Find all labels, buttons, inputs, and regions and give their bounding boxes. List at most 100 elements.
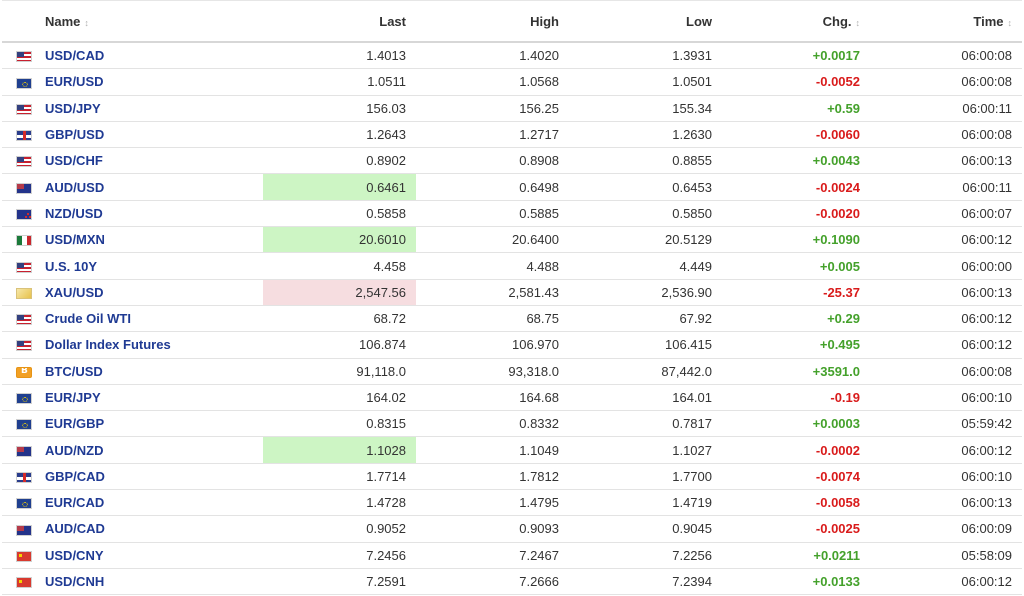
name-cell: USD/CHF	[35, 147, 263, 175]
name-cell: AUD/NZD	[35, 436, 263, 464]
instrument-link[interactable]: U.S. 10Y	[45, 258, 98, 274]
flag-cell	[2, 384, 35, 412]
cn-flag-icon	[16, 577, 32, 589]
table-row[interactable]: USD/JPY 156.03 156.25 155.34 +0.59 06:00:11	[2, 95, 1022, 122]
last-cell: 1.2643	[263, 121, 416, 149]
instrument-link[interactable]: EUR/JPY	[45, 390, 101, 405]
instrument-link[interactable]: EUR/USD	[45, 74, 104, 90]
high-cell: 68.75	[416, 305, 569, 333]
instrument-link[interactable]: GBP/USD	[45, 127, 105, 143]
instrument-link[interactable]: USD/CHF	[45, 153, 103, 169]
time-cell: 06:00:12	[870, 436, 1022, 464]
flag-cell	[2, 121, 35, 149]
table-row[interactable]: USD/CAD 1.4013 1.4020 1.3931 +0.0017 06:00:08	[2, 42, 1022, 70]
last-cell: 1.4728	[263, 489, 416, 517]
instrument-link[interactable]: AUD/CAD	[45, 521, 105, 537]
flag-cell	[2, 568, 35, 596]
time-cell: 06:00:08	[870, 358, 1022, 385]
last-cell: 106.874	[263, 331, 416, 359]
flag-cell	[2, 358, 35, 385]
table-row[interactable]: AUD/NZD 1.1028 1.1049 1.1027 -0.0002 06:00:12	[2, 436, 1022, 464]
au-flag-icon	[16, 445, 32, 457]
low-cell: 7.2394	[569, 568, 722, 596]
name-cell: NZD/USD	[35, 200, 263, 228]
table-row[interactable]: Crude Oil WTI 68.72 68.75 67.92 +0.29 06:00:1…	[2, 305, 1022, 333]
time-cell: 06:00:07	[870, 200, 1022, 228]
change-cell: +0.0043	[722, 147, 870, 175]
table-row[interactable]: EUR/CAD 1.4728 1.4795 1.4719 -0.0058 06:00:13	[2, 489, 1022, 517]
instrument-link[interactable]: NZD/USD	[45, 205, 103, 221]
instrument-link[interactable]: AUD/USD	[45, 179, 105, 195]
time-cell: 06:00:12	[870, 305, 1022, 333]
table-row[interactable]: GBP/CAD 1.7714 1.7812 1.7700 -0.0074 06:00:10	[2, 463, 1022, 491]
name-column-header[interactable]: Name ↕	[35, 0, 263, 43]
instrument-link[interactable]: AUD/NZD	[45, 442, 104, 458]
last-cell: 156.03	[263, 95, 416, 122]
last-cell: 0.6461	[263, 173, 416, 201]
nz-flag-icon	[16, 208, 32, 220]
instrument-link[interactable]: USD/CNH	[45, 574, 105, 590]
table-row[interactable]: BTC/USD 91,118.093,318.087,442.0+3591.006…	[2, 358, 1022, 385]
name-cell: EUR/JPY	[35, 384, 263, 412]
table-row[interactable]: AUD/USD 0.6461 0.6498 0.6453 -0.0024 06:00:11	[2, 173, 1022, 201]
table-row[interactable]: AUD/CAD 0.9052 0.9093 0.9045 -0.0025 06:00:09	[2, 515, 1022, 543]
low-cell: 2,536.90	[569, 279, 722, 306]
table-row[interactable]: U.S. 10Y 4.458 4.488 4.449 +0.005 06:00:00	[2, 252, 1022, 280]
name-cell: USD/JPY	[35, 95, 263, 122]
instrument-link[interactable]: USD/CNY	[45, 547, 104, 563]
chg-column-header[interactable]: Chg. ↕	[722, 0, 870, 43]
change-cell: -0.19	[722, 384, 870, 412]
instrument-link[interactable]: EUR/GBP	[45, 416, 105, 432]
time-cell: 06:00:13	[870, 279, 1022, 306]
table-row[interactable]: USD/CNH 7.2591 7.2666 7.2394 +0.0133 06:00:12	[2, 568, 1022, 596]
table-row[interactable]: USD/CHF 0.8902 0.8908 0.8855 +0.0043 06:00:13	[2, 147, 1022, 175]
eu-flag-icon	[16, 498, 32, 510]
instrument-link[interactable]: USD/CAD	[45, 48, 105, 64]
low-cell: 7.2256	[569, 542, 722, 569]
low-cell: 0.9045	[569, 515, 722, 543]
instrument-link[interactable]: BTC/USD	[45, 363, 103, 379]
change-cell: -0.0020	[722, 200, 870, 228]
high-cell: 0.8908	[416, 147, 569, 175]
flag-cell	[2, 226, 35, 254]
table-row[interactable]: EUR/USD 1.0511 1.0568 1.0501 -0.0052 06:00:08	[2, 68, 1022, 96]
high-cell: 1.2717	[416, 121, 569, 149]
last-cell: 0.8902	[263, 147, 416, 175]
instrument-link[interactable]: XAU/USD	[45, 284, 104, 300]
sort-icon: ↕	[1007, 17, 1013, 28]
high-cell: 164.68	[416, 384, 569, 412]
low-cell: 1.1027	[569, 436, 722, 464]
change-cell: -0.0025	[722, 515, 870, 543]
high-cell: 1.4795	[416, 489, 569, 517]
last-cell: 1.1028	[263, 436, 416, 464]
instrument-link[interactable]: Crude Oil WTI	[45, 311, 131, 327]
time-header-label: Time	[973, 13, 1004, 29]
table-row[interactable]: NZD/USD 0.5858 0.5885 0.5850 -0.0020 06:00:07	[2, 200, 1022, 228]
flag-cell	[2, 331, 35, 359]
table-row[interactable]: Dollar Index Futures 106.874 106.970 106.41…	[2, 331, 1022, 359]
last-cell: 7.2456	[263, 542, 416, 569]
table-row[interactable]: XAU/USD 2,547.56 2,581.43 2,536.90 -25.37 06:…	[2, 279, 1022, 306]
high-cell: 1.0568	[416, 68, 569, 96]
table-row[interactable]: USD/MXN 20.6010 20.6400 20.5129 +0.1090 06:00…	[2, 226, 1022, 254]
header-row: Name ↕ Last High Low Chg. ↕ Time ↕	[2, 0, 1022, 43]
table-row[interactable]: EUR/JPY 164.02 164.68 164.01 -0.19 06:00:10	[2, 384, 1022, 412]
last-cell: 0.8315	[263, 410, 416, 438]
low-cell: 0.5850	[569, 200, 722, 228]
table-row[interactable]: USD/CNY 7.2456 7.2467 7.2256 +0.0211 05:58:09	[2, 542, 1022, 569]
flag-cell	[2, 463, 35, 491]
last-cell: 164.02	[263, 384, 416, 412]
name-cell: Crude Oil WTI	[35, 305, 263, 333]
instrument-link[interactable]: Dollar Index Futures	[45, 337, 171, 353]
instrument-link[interactable]: USD/MXN	[45, 232, 105, 248]
table-row[interactable]: EUR/GBP 0.8315 0.8332 0.7817 +0.0003 05:59:42	[2, 410, 1022, 438]
high-cell: 0.5885	[416, 200, 569, 228]
time-column-header[interactable]: Time ↕	[870, 0, 1022, 43]
table-row[interactable]: GBP/USD 1.2643 1.2717 1.2630 -0.0060 06:00:08	[2, 121, 1022, 149]
high-cell: 93,318.0	[416, 358, 569, 385]
instrument-link[interactable]: USD/JPY	[45, 100, 101, 116]
instrument-link[interactable]: GBP/CAD	[45, 468, 105, 484]
instrument-link[interactable]: EUR/CAD	[45, 495, 105, 511]
high-cell: 106.970	[416, 331, 569, 359]
change-cell: -0.0060	[722, 121, 870, 149]
